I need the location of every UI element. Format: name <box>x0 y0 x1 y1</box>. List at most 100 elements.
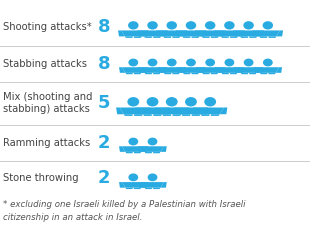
Polygon shape <box>179 67 202 73</box>
Text: 2: 2 <box>98 134 110 152</box>
Polygon shape <box>138 182 144 188</box>
Polygon shape <box>161 146 167 152</box>
Text: * excluding one Israeli killed by a Palestinian with Israeli
citizenship in an a: * excluding one Israeli killed by a Pale… <box>3 200 246 222</box>
Polygon shape <box>249 73 256 74</box>
Polygon shape <box>260 73 267 74</box>
Circle shape <box>205 59 215 66</box>
Polygon shape <box>240 36 248 38</box>
Polygon shape <box>181 107 189 114</box>
Circle shape <box>185 97 197 106</box>
Polygon shape <box>241 73 248 74</box>
Polygon shape <box>172 73 179 74</box>
Polygon shape <box>119 146 125 152</box>
Polygon shape <box>122 182 145 188</box>
Polygon shape <box>182 114 190 116</box>
Polygon shape <box>134 114 143 116</box>
Polygon shape <box>198 30 222 36</box>
Polygon shape <box>192 36 199 38</box>
Polygon shape <box>137 30 144 36</box>
Polygon shape <box>122 67 145 73</box>
Circle shape <box>166 21 177 30</box>
Polygon shape <box>211 114 219 116</box>
Polygon shape <box>234 67 241 73</box>
Polygon shape <box>254 67 260 73</box>
Polygon shape <box>162 114 171 116</box>
Polygon shape <box>162 107 170 114</box>
Polygon shape <box>201 114 210 116</box>
Polygon shape <box>253 30 259 36</box>
Polygon shape <box>221 36 229 38</box>
Polygon shape <box>259 36 267 38</box>
Polygon shape <box>211 73 218 74</box>
Text: 5: 5 <box>98 94 110 112</box>
Polygon shape <box>237 67 260 73</box>
Polygon shape <box>230 36 238 38</box>
Circle shape <box>127 97 139 106</box>
Polygon shape <box>249 36 257 38</box>
Polygon shape <box>157 67 164 73</box>
Polygon shape <box>199 67 205 73</box>
Circle shape <box>148 59 157 66</box>
Polygon shape <box>268 36 276 38</box>
Polygon shape <box>219 30 225 36</box>
Polygon shape <box>141 67 148 73</box>
Polygon shape <box>126 73 133 74</box>
Polygon shape <box>174 107 181 114</box>
Circle shape <box>186 59 196 66</box>
Polygon shape <box>153 114 162 116</box>
Polygon shape <box>153 152 160 153</box>
Text: 2: 2 <box>98 169 110 187</box>
Polygon shape <box>215 67 221 73</box>
Circle shape <box>128 59 138 66</box>
Polygon shape <box>145 152 152 153</box>
Polygon shape <box>141 67 164 73</box>
Polygon shape <box>142 30 148 36</box>
Text: Stone throwing: Stone throwing <box>3 173 79 184</box>
Polygon shape <box>237 67 244 73</box>
Polygon shape <box>277 30 283 36</box>
Polygon shape <box>192 114 200 116</box>
Polygon shape <box>180 30 187 36</box>
Polygon shape <box>116 107 124 114</box>
Polygon shape <box>119 182 125 188</box>
Polygon shape <box>145 73 152 74</box>
Circle shape <box>204 97 216 106</box>
Polygon shape <box>177 107 205 114</box>
Polygon shape <box>180 67 186 73</box>
Polygon shape <box>143 114 152 116</box>
Polygon shape <box>202 73 210 74</box>
Circle shape <box>224 59 234 66</box>
Circle shape <box>167 59 177 66</box>
Polygon shape <box>134 73 141 74</box>
Circle shape <box>263 59 273 66</box>
Polygon shape <box>202 36 210 38</box>
Polygon shape <box>161 30 168 36</box>
Polygon shape <box>196 67 202 73</box>
Text: 8: 8 <box>98 18 110 36</box>
Polygon shape <box>192 73 199 74</box>
Polygon shape <box>218 67 241 73</box>
Polygon shape <box>276 67 282 73</box>
Polygon shape <box>163 36 171 38</box>
Polygon shape <box>177 67 183 73</box>
Polygon shape <box>214 30 221 36</box>
Polygon shape <box>118 30 125 36</box>
Polygon shape <box>197 107 224 114</box>
Polygon shape <box>164 73 171 74</box>
Polygon shape <box>143 107 151 114</box>
Polygon shape <box>256 30 280 36</box>
Text: Mix (shooting and
stabbing) attacks: Mix (shooting and stabbing) attacks <box>3 92 93 114</box>
Polygon shape <box>140 30 165 36</box>
Circle shape <box>148 138 157 145</box>
Polygon shape <box>193 107 201 114</box>
Polygon shape <box>119 67 125 73</box>
Circle shape <box>166 97 178 106</box>
Polygon shape <box>141 182 148 188</box>
Polygon shape <box>126 152 133 153</box>
Polygon shape <box>160 67 183 73</box>
Text: Ramming attacks: Ramming attacks <box>3 138 90 148</box>
Polygon shape <box>268 73 276 74</box>
Circle shape <box>263 21 273 30</box>
Polygon shape <box>172 114 181 116</box>
Polygon shape <box>230 73 237 74</box>
